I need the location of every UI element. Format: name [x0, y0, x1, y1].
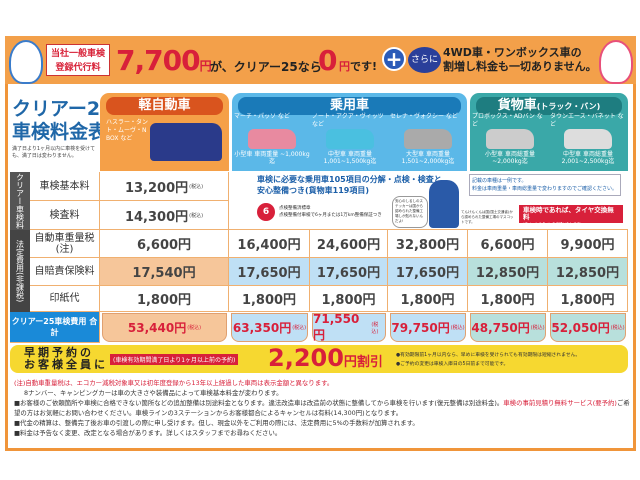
row-label: 車検基本料 [30, 172, 100, 201]
yen-unit: 円 [199, 59, 212, 73]
price-cell: 17,650円 [388, 258, 468, 286]
header-cargo-title: 貨物車(トラック・バン) [476, 97, 622, 115]
info-area: 車検に必要な乗用車105項目の分解・点検・検査と 安心整備つき(貨物車119項目)… [229, 172, 628, 230]
tire-exchange-badge: 車検時であれば、タイヤ交換無料 (ホイールのタイヤを交換いたします) [519, 205, 623, 226]
total-cell: 53,440円 (税込) [102, 313, 227, 342]
group-legal-fee: 法定費用(非課税) [10, 230, 30, 312]
car-image [564, 129, 612, 149]
car-image [486, 129, 534, 149]
row-label: 印紙代 [30, 286, 100, 312]
header-kei-title: 軽自動車 [106, 97, 223, 115]
car-image [248, 129, 296, 149]
early-discount: 2,200円割引 [268, 344, 383, 372]
car-examples: セレナ・ヴォクシー など [390, 113, 458, 120]
car-examples: マーチ・パッソ など [234, 113, 290, 120]
price-cell: 1,800円 [100, 286, 229, 312]
registration-fee-value: 7,700 [116, 44, 201, 77]
car-examples: タウンエース・バネット など [550, 113, 624, 128]
row-label: 自賠責保険料 [30, 258, 100, 286]
total-cell: 79,750円 (税込) [390, 313, 466, 342]
car-examples: ノート・アクア・ヴィッツ など [312, 113, 384, 128]
group-clear-fee: クリアー車検料 [10, 172, 30, 230]
boy-mascot-icon [9, 40, 43, 84]
price-cell: 1,800円 [468, 286, 548, 312]
car-examples: プロボックス・ADバン など [472, 113, 543, 128]
total-cell: 48,750円 (税込) [470, 313, 546, 342]
header-passenger-title: 乗用車 [238, 97, 461, 115]
total-cell: 71,550円 (税込) [312, 312, 386, 342]
service-headline: 車検に必要な乗用車105項目の分解・点検・検査と 安心整備つき(貨物車119項目) [257, 175, 442, 195]
car-examples: ハスラー・タント・ムーヴ・N BOX など [106, 119, 149, 142]
early-condition: (車検有効期間満了日より1ヶ月以上前の予約) [110, 354, 239, 365]
banner-text-end: 円です! [339, 58, 377, 74]
price-cell: 6,600円 [100, 230, 229, 258]
title-line2: 車検料金表 [12, 121, 108, 143]
price-cell: 14,300円 (税込) [100, 201, 229, 230]
car-weight-class: 小型車 車両総重量 ~2,000kg迄 [485, 151, 535, 165]
price-cell: 24,600円 [310, 230, 388, 258]
car-weight-class: 中型車 車両重量 1,001~1,500kg迄 [323, 151, 377, 165]
car-weight-class: 大型車 車両重量 1,501~2,000kg迄 [401, 151, 455, 165]
price-cell: 6,600円 [468, 230, 548, 258]
price-cell: 17,650円 [310, 258, 388, 286]
header-kei: 軽自動車 ハスラー・タント・ムーヴ・N BOX など [100, 93, 229, 171]
price-cell: 16,400円 [229, 230, 310, 258]
price-cell: 1,800円 [388, 286, 468, 312]
price-cell: 32,800円 [388, 230, 468, 258]
page-title: クリアー25 車検料金表 [12, 98, 113, 144]
car-image [404, 129, 452, 149]
promo-banner [5, 36, 636, 84]
footnotes: (注)自動車重量税は、エコカー減税対象車又は初年度登録から13年以上経過した車両… [14, 379, 630, 437]
price-cell: 1,800円 [548, 286, 628, 312]
price-cell: 9,900円 [548, 230, 628, 258]
early-booking-banner: 早期予約の お客様全員に (車検有効期間満了日より1ヶ月以上前の予約) 2,200… [10, 344, 628, 373]
total-cell: 52,050円 (税込) [550, 313, 626, 342]
price-cell: 17,650円 [229, 258, 310, 286]
registration-fee: 7,700円 [116, 44, 212, 77]
notice-box: 記載の車種は一例です。 料金は車両重量・車両総重量で変わりますのでご確認ください。 [469, 174, 621, 196]
yen-unit: 円 [339, 60, 350, 73]
car-weight-class: 小型車 車両重量 ~1,000kg迄 [234, 151, 310, 165]
no-surcharge-line1: 4WD車・ワンボックス車の [443, 46, 582, 59]
mascot-note: てんけんくんは国(国土交通省)から認められた整備工場のマスコットです。 [461, 210, 514, 224]
price-cell: 12,850円 [548, 258, 628, 286]
price-cell: 12,850円 [468, 258, 548, 286]
sarani-badge: さらに [408, 47, 441, 73]
row-label: 自動車重量税(注) [30, 230, 100, 258]
title-note: 満了日より1ヶ月以内に車検を受けても、満了日は変わりません。 [12, 146, 96, 159]
early-booking-title: 早期予約の お客様全員に [24, 346, 108, 371]
zero-price: 0 [318, 44, 338, 77]
seal-description: 点検整備済標章 点検整備付車検で6ヶ月または1万km整備保証つき [279, 206, 382, 218]
no-surcharge-line2: 割増し料金も一切ありません。 [443, 60, 597, 73]
early-notes: ●有効期限前1ヶ月以内なら、早めに車検を受けられても有効期限は短縮されません。 ●… [396, 353, 581, 367]
no-surcharge-text: 4WD車・ワンボックス車の 割増し料金も一切ありません。 [443, 46, 597, 74]
price-cell: 13,200円 (税込) [100, 172, 229, 201]
speech-bubble: 安心のしるしのステッカーは国から認められた整備工場しか貼れないんだよ! [392, 196, 428, 228]
price-cell: 1,800円 [310, 286, 388, 312]
car-weight-class: 中型車 車両総重量 2,001~2,500kg迄 [561, 151, 615, 165]
car-image [326, 129, 374, 149]
car-image [150, 123, 222, 161]
mascot-icon [429, 180, 459, 228]
row-label: 検査料 [30, 201, 100, 230]
price-cell: 1,800円 [229, 286, 310, 312]
price-cell: 17,540円 [100, 258, 229, 286]
seal-icon: 6 [257, 203, 275, 221]
registration-fee-tag: 当社一般車検 登録代行料 [46, 44, 110, 76]
title-line1: クリアー25 [12, 98, 114, 120]
girl-mascot-icon [599, 40, 633, 84]
total-cell: 63,350円 (税込) [231, 313, 308, 342]
banner-text: が、クリアー25なら [210, 60, 322, 74]
plus-icon: + [382, 47, 406, 71]
banner-text-desu: です! [350, 60, 378, 73]
total-label: クリアー25車検費用 合計 [10, 312, 100, 343]
